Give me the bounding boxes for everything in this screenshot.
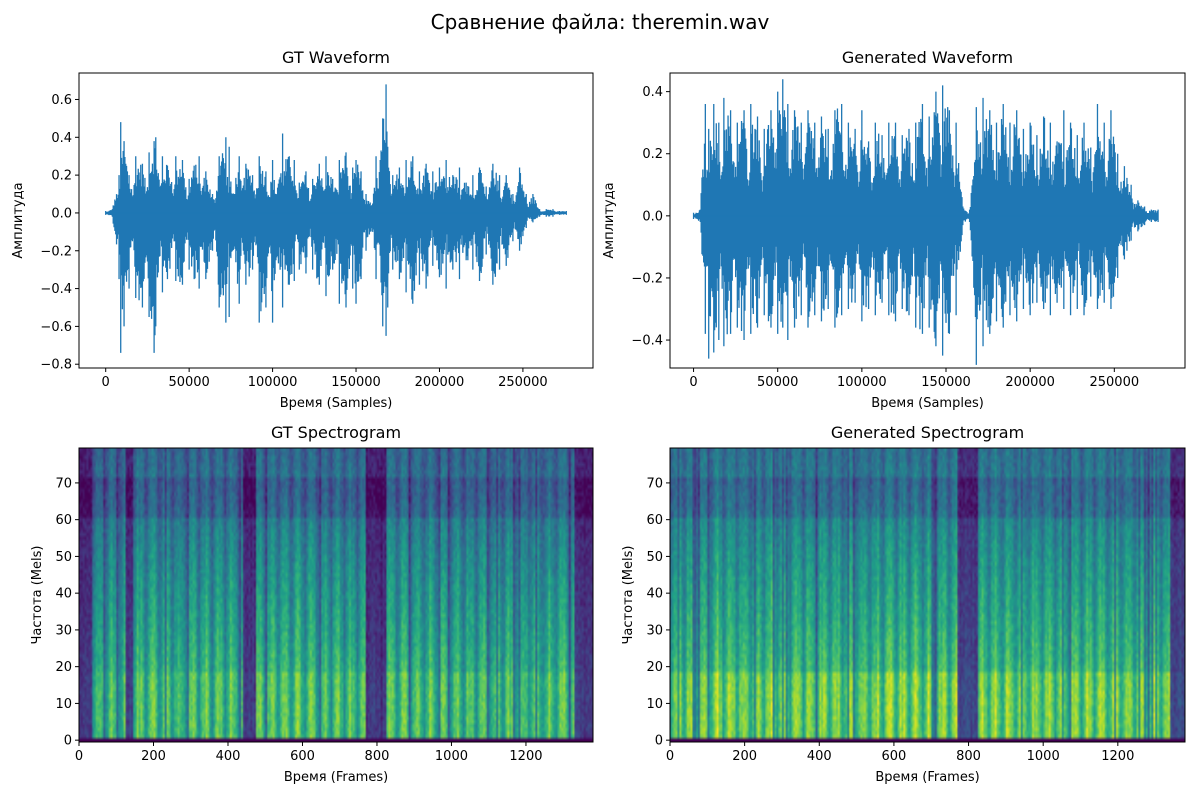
y-tick-label: 0.2 xyxy=(51,169,72,184)
x-tick-label: 50000 xyxy=(757,375,798,390)
y-tick-label: −0.8 xyxy=(40,358,72,373)
y-tick-label: 0.0 xyxy=(51,206,72,221)
y-tick-label: 20 xyxy=(55,660,72,675)
y-axis-label: Амплитуда xyxy=(602,182,617,258)
y-tick-label: 20 xyxy=(646,660,663,675)
x-tick-label: 1000 xyxy=(435,749,468,764)
y-tick-label: 40 xyxy=(646,587,663,602)
x-tick-label: 50000 xyxy=(168,375,209,390)
y-tick-label: 10 xyxy=(55,697,72,712)
axes-1: GT Waveform 0 50000 100000 150000 200000 25000… xyxy=(11,48,548,411)
y-tick-label: 30 xyxy=(646,623,663,638)
x-tick-label: 0 xyxy=(666,749,674,764)
y-axis-label: Частота (Mels) xyxy=(621,546,636,645)
axes-title: Generated Spectrogram xyxy=(831,423,1024,442)
x-tick-label: 100000 xyxy=(248,375,298,390)
x-tick-label: 0 xyxy=(75,749,83,764)
x-axis-label: Время (Frames) xyxy=(284,770,388,785)
waveform-series xyxy=(105,84,567,353)
x-tick-label: 250000 xyxy=(1089,375,1139,390)
y-tick-label: 40 xyxy=(55,587,72,602)
y-tick-label: −0.2 xyxy=(40,244,72,259)
x-tick-label: 1200 xyxy=(509,749,542,764)
y-tick-label: 0.0 xyxy=(642,209,663,224)
axes-frame xyxy=(78,447,594,743)
y-tick-label: 70 xyxy=(646,476,663,491)
x-tick-label: 800 xyxy=(365,749,390,764)
x-axis-label: Время (Frames) xyxy=(875,770,979,785)
axes-title: Generated Waveform xyxy=(842,48,1013,67)
x-tick-label: 150000 xyxy=(331,375,381,390)
y-tick-label: 10 xyxy=(646,697,663,712)
x-tick-label: 0 xyxy=(102,375,110,390)
x-axis-label: Время (Samples) xyxy=(871,396,984,411)
y-tick-label: 0 xyxy=(64,734,72,749)
y-axis-label: Амплитуда xyxy=(11,182,26,258)
y-tick-label: −0.4 xyxy=(631,334,663,349)
y-tick-label: 70 xyxy=(55,476,72,491)
y-tick-label: 0.2 xyxy=(642,147,663,162)
axes-frame xyxy=(669,72,1186,369)
y-tick-label: 0.4 xyxy=(51,131,72,146)
y-tick-label: −0.6 xyxy=(40,320,72,335)
x-tick-label: 200000 xyxy=(415,375,465,390)
waveform-line xyxy=(692,79,1159,365)
x-tick-label: 400 xyxy=(216,749,241,764)
y-tick-label: 60 xyxy=(646,513,663,528)
y-tick-label: 50 xyxy=(646,550,663,565)
x-tick-label: 100000 xyxy=(837,375,887,390)
x-tick-label: 600 xyxy=(290,749,315,764)
y-tick-label: −0.4 xyxy=(40,282,72,297)
y-tick-label: 60 xyxy=(55,513,72,528)
x-tick-label: 200 xyxy=(732,749,757,764)
spectrogram-image xyxy=(79,448,593,742)
axes-2: Generated Waveform 0 50000 100000 150000 2000… xyxy=(602,48,1139,411)
x-tick-label: 800 xyxy=(956,749,981,764)
y-tick-label: 0 xyxy=(655,734,663,749)
y-axis-label: Частота (Mels) xyxy=(30,546,45,645)
axes-3: GT Spectrogram 0 200 400 600 800 1000 1200 0 10 20… xyxy=(30,423,543,785)
x-tick-label: 150000 xyxy=(921,375,971,390)
figure-suptitle: Сравнение файла: theremin.wav xyxy=(430,10,770,34)
x-tick-label: 1200 xyxy=(1101,749,1134,764)
waveform-line xyxy=(105,84,567,353)
waveform-series xyxy=(692,79,1159,365)
x-tick-label: 400 xyxy=(807,749,832,764)
axes-frame xyxy=(669,447,1186,743)
y-tick-label: 50 xyxy=(55,550,72,565)
spectrogram-image xyxy=(670,448,1185,742)
x-tick-label: 600 xyxy=(881,749,906,764)
x-axis-label: Время (Samples) xyxy=(280,396,393,411)
x-tick-label: 200 xyxy=(141,749,166,764)
x-tick-label: 0 xyxy=(689,375,697,390)
x-tick-label: 200000 xyxy=(1005,375,1055,390)
y-tick-label: −0.2 xyxy=(631,271,663,286)
axes-title: GT Waveform xyxy=(282,48,390,67)
x-tick-label: 250000 xyxy=(498,375,548,390)
y-tick-label: 0.4 xyxy=(642,85,663,100)
axes-frame xyxy=(78,72,594,369)
axes-title: GT Spectrogram xyxy=(271,423,401,442)
x-tick-label: 1000 xyxy=(1027,749,1060,764)
y-tick-label: 0.6 xyxy=(51,93,72,108)
y-tick-label: 30 xyxy=(55,623,72,638)
